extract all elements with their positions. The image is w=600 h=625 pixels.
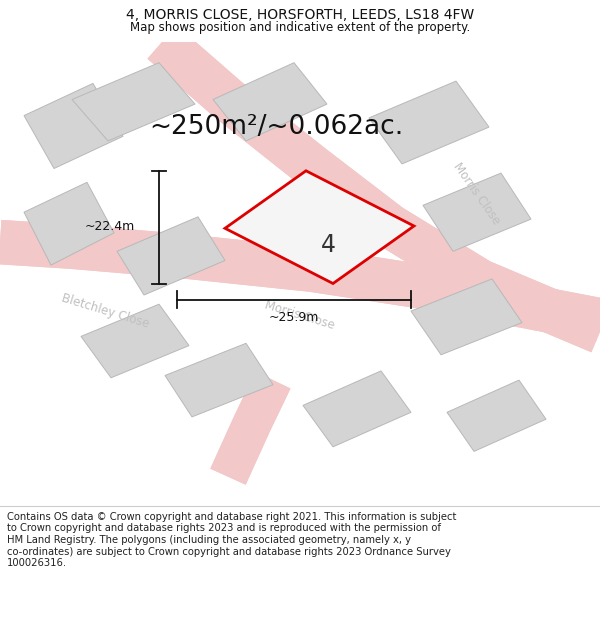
Text: ~250m²/~0.062ac.: ~250m²/~0.062ac. — [149, 114, 403, 140]
Polygon shape — [423, 173, 531, 251]
Polygon shape — [72, 62, 195, 141]
Polygon shape — [24, 182, 114, 265]
Polygon shape — [369, 81, 489, 164]
Text: Morris Close: Morris Close — [263, 299, 337, 332]
Text: Bletchley Close: Bletchley Close — [59, 292, 151, 331]
Text: ~25.9m: ~25.9m — [269, 311, 319, 324]
Text: Morris Close: Morris Close — [451, 161, 503, 227]
Text: Contains OS data © Crown copyright and database right 2021. This information is : Contains OS data © Crown copyright and d… — [7, 512, 457, 568]
Polygon shape — [303, 371, 411, 447]
Polygon shape — [81, 304, 189, 378]
Polygon shape — [225, 171, 414, 284]
Text: ~22.4m: ~22.4m — [85, 221, 135, 233]
Polygon shape — [447, 380, 546, 451]
Polygon shape — [213, 62, 327, 141]
Text: Map shows position and indicative extent of the property.: Map shows position and indicative extent… — [130, 21, 470, 34]
Text: 4: 4 — [322, 233, 337, 258]
Polygon shape — [24, 83, 123, 169]
Polygon shape — [411, 279, 522, 355]
Polygon shape — [165, 343, 273, 417]
Text: 4, MORRIS CLOSE, HORSFORTH, LEEDS, LS18 4FW: 4, MORRIS CLOSE, HORSFORTH, LEEDS, LS18 … — [126, 8, 474, 22]
Polygon shape — [117, 217, 225, 295]
